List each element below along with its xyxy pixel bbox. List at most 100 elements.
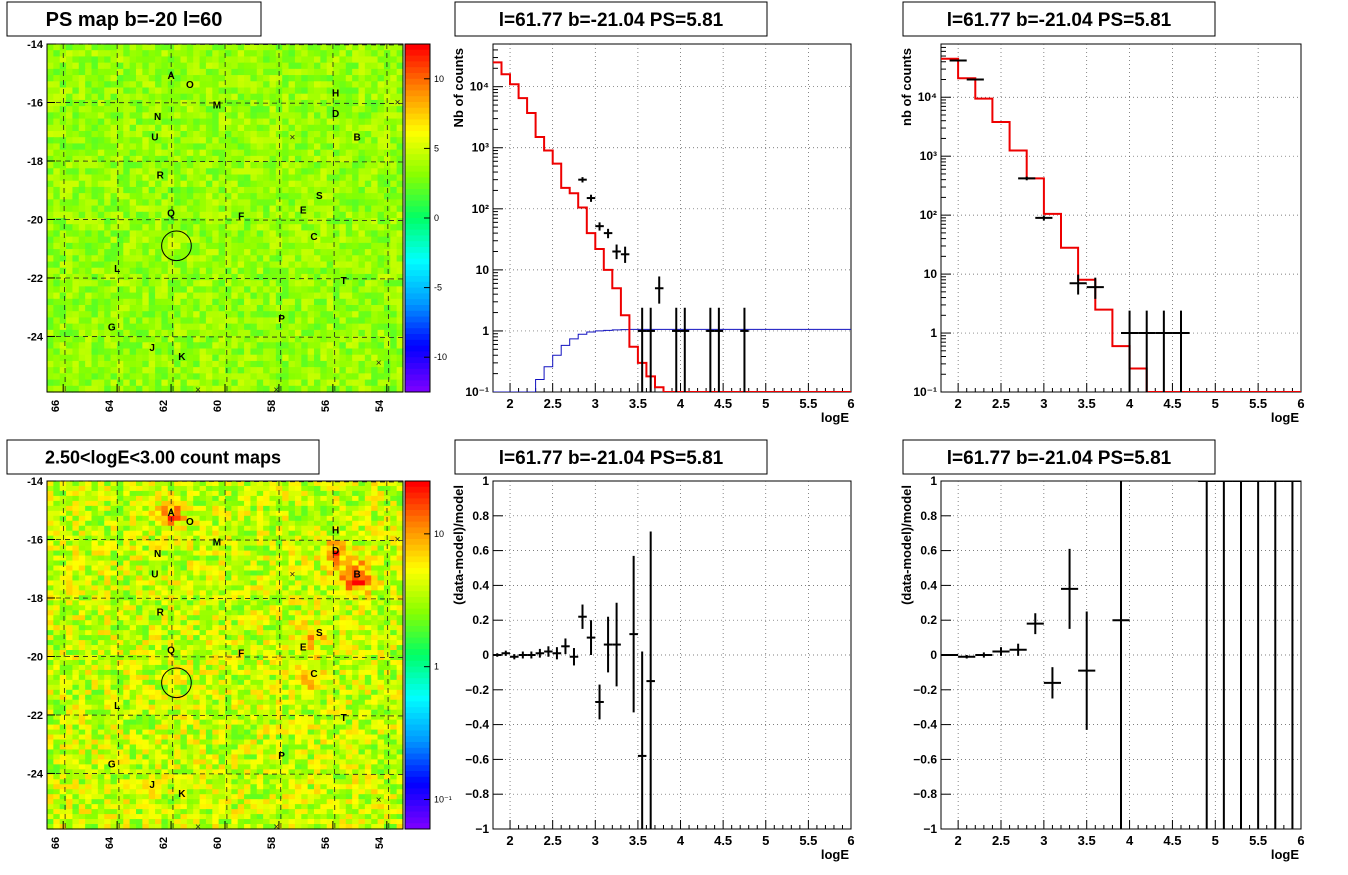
map-pixel: [110, 590, 118, 596]
map-pixel: [97, 168, 105, 176]
map-pixel: [225, 385, 232, 393]
map-pixel: [320, 155, 328, 163]
map-pixel: [263, 118, 271, 126]
map-pixel: [339, 595, 347, 601]
map-pixel: [205, 180, 213, 188]
map-pixel: [352, 481, 360, 487]
map-pixel: [237, 205, 245, 213]
map-pixel: [307, 490, 315, 497]
map-pixel: [53, 485, 61, 492]
map-pixel: [390, 236, 398, 244]
map-pixel: [78, 590, 86, 596]
map-pixel: [47, 545, 54, 552]
map-pixel: [288, 211, 296, 219]
map-pixel: [72, 242, 80, 250]
map-pixel: [104, 520, 112, 527]
map-pixel: [85, 131, 93, 138]
map-pixel: [180, 236, 188, 244]
map-pixel: [193, 600, 201, 606]
map-pixel: [396, 367, 404, 374]
map-pixel: [53, 500, 61, 507]
map-pixel: [72, 286, 80, 294]
map-pixel: [225, 174, 232, 182]
map-pixel: [66, 267, 74, 275]
map-pixel: [390, 605, 398, 611]
map-pixel: [59, 510, 67, 517]
map-pixel: [53, 118, 61, 126]
map-pixel: [155, 273, 163, 281]
source-label: F: [238, 211, 244, 222]
map-pixel: [256, 348, 264, 356]
map-pixel: [193, 137, 201, 145]
map-pixel: [231, 385, 239, 393]
map-pixel: [148, 218, 156, 225]
map-pixel: [320, 610, 328, 616]
map-pixel: [320, 510, 328, 517]
map-pixel: [352, 286, 360, 294]
map-pixel: [123, 131, 131, 138]
map-pixel: [244, 286, 252, 294]
map-pixel: [390, 87, 398, 95]
map-pixel: [155, 305, 163, 312]
map-pixel: [390, 131, 398, 138]
map-pixel: [78, 615, 86, 621]
map-pixel: [104, 131, 112, 138]
map-pixel: [288, 336, 296, 343]
colorbar-segment: [405, 78, 430, 86]
map-pixel: [390, 298, 398, 306]
map-pixel: [205, 218, 213, 225]
map-pixel: [142, 520, 150, 527]
map-pixel: [78, 360, 86, 368]
map-pixel: [193, 224, 201, 232]
map-pixel: [307, 280, 315, 287]
map-pixel: [155, 242, 163, 250]
map-pixel: [161, 298, 169, 306]
map-pixel: [314, 311, 321, 319]
map-pixel: [116, 87, 124, 95]
map-pixel: [301, 267, 309, 275]
map-pixel: [250, 565, 258, 572]
map-pixel: [371, 230, 379, 238]
map-pixel: [383, 193, 391, 200]
map-pixel: [129, 485, 137, 492]
map-pixel: [345, 550, 353, 557]
map-pixel: [53, 490, 61, 497]
map-pixel: [123, 560, 131, 567]
map-pixel: [174, 575, 182, 582]
map-pixel: [59, 286, 67, 294]
map-pixel: [326, 50, 334, 58]
map-pixel: [320, 81, 328, 89]
map-pixel: [244, 610, 252, 616]
map-pixel: [396, 555, 404, 562]
map-pixel: [116, 81, 124, 89]
map-pixel: [148, 236, 156, 244]
map-pixel: [174, 81, 182, 89]
colorbar-segment: [405, 235, 430, 242]
map-pixel: [288, 267, 296, 275]
map-pixel: [237, 560, 245, 567]
map-pixel: [212, 242, 220, 250]
map-pixel: [97, 495, 105, 502]
map-pixel: [282, 530, 290, 537]
map-pixel: [78, 329, 86, 337]
map-pixel: [288, 137, 296, 145]
map-pixel: [301, 311, 309, 319]
map-pixel: [85, 575, 93, 582]
map-pixel: [199, 224, 207, 232]
map-pixel: [358, 218, 366, 225]
y-tick-label: -22: [27, 273, 43, 285]
map-pixel: [256, 535, 264, 542]
map-pixel: [301, 515, 309, 522]
map-pixel: [364, 520, 372, 527]
map-pixel: [371, 199, 379, 207]
map-pixel: [256, 112, 264, 120]
map-pixel: [72, 348, 80, 356]
map-pixel: [282, 273, 290, 281]
map-pixel: [199, 530, 207, 537]
map-pixel: [142, 555, 150, 562]
map-pixel: [180, 540, 188, 547]
map-pixel: [167, 93, 175, 101]
map-pixel: [136, 44, 143, 51]
map-pixel: [110, 174, 118, 182]
map-pixel: [333, 174, 341, 182]
